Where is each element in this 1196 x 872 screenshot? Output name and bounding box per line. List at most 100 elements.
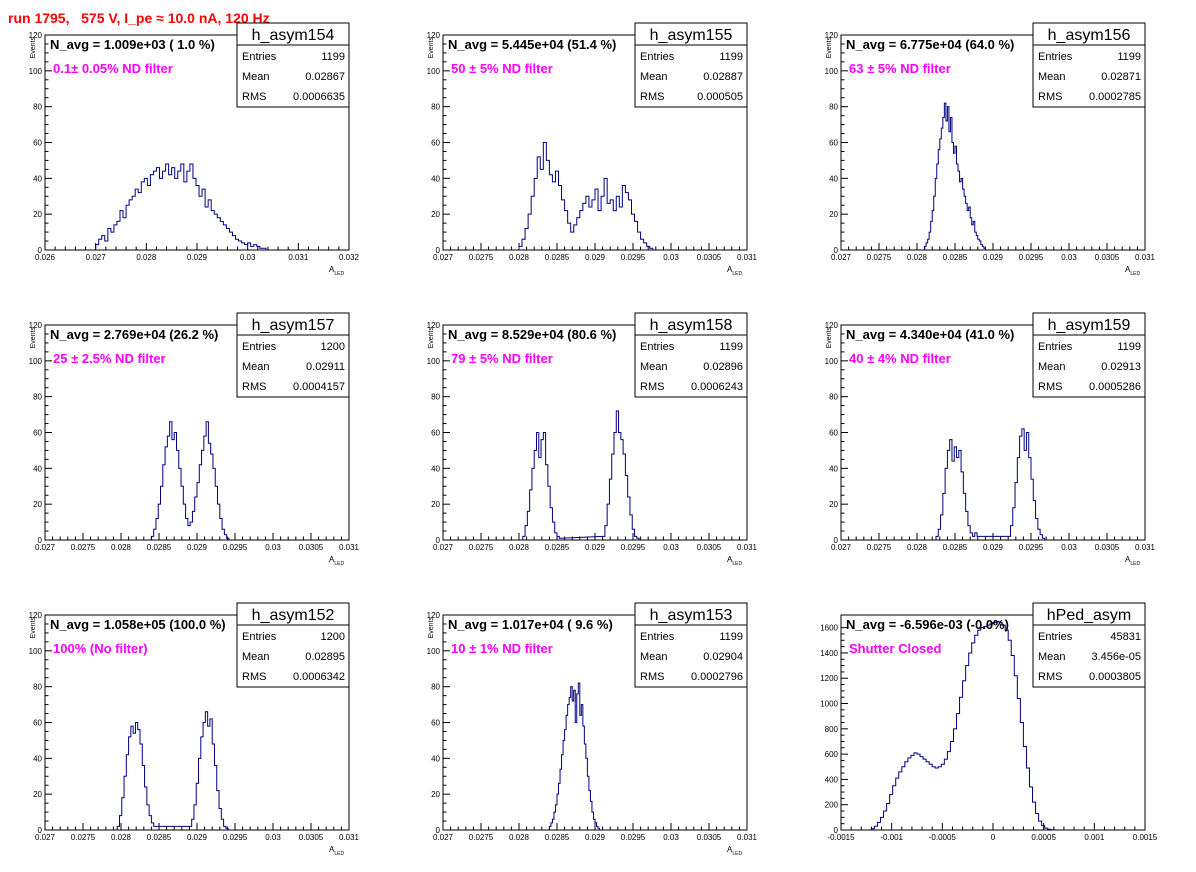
- x-tick-label: 0.0305: [697, 833, 722, 842]
- filter-label: 40 ± 4% ND filter: [849, 351, 951, 366]
- navg-label: N_avg = 6.775e+04 (64.0 %): [846, 37, 1014, 52]
- x-tick-label: 0.0275: [71, 833, 96, 842]
- stats-label: Mean: [1038, 651, 1066, 663]
- histogram-bars: [522, 410, 640, 540]
- y-axis-label: Events: [826, 37, 833, 59]
- x-tick-label: 0.0285: [943, 543, 968, 552]
- stats-value: 0.0006635: [293, 91, 345, 103]
- y-tick-label: 0: [436, 536, 441, 545]
- stats-label: Entries: [640, 341, 675, 353]
- stats-title: h_asym159: [1048, 317, 1131, 334]
- stats-value: 0.02871: [1101, 71, 1141, 83]
- x-tick-label: 0.0305: [299, 833, 324, 842]
- stats-label: RMS: [1038, 671, 1062, 683]
- y-tick-label: 60: [431, 429, 440, 438]
- histogram-bars: [95, 163, 267, 250]
- x-tick-label: 0.028: [111, 543, 132, 552]
- y-tick-label: 1000: [820, 700, 838, 709]
- x-tick-label: 0.031: [1135, 543, 1156, 552]
- stats-label: Mean: [640, 651, 668, 663]
- navg-label: N_avg = 4.340e+04 (41.0 %): [846, 327, 1014, 342]
- stats-value: 0.02904: [703, 651, 743, 663]
- histogram-panel-h_asym153: 0.027 0.0275 0.028 0.0285 0.029 0.0295 0.03 0.0…: [427, 602, 758, 857]
- stats-value: 0.02887: [703, 71, 743, 83]
- y-tick-label: 0: [436, 246, 441, 255]
- stats-value: 0.02913: [1101, 361, 1141, 373]
- x-tick-label: 0.03: [265, 833, 281, 842]
- stats-title: h_asym156: [1048, 27, 1131, 44]
- stats-value: 0.0002796: [691, 671, 743, 683]
- y-tick-label: 80: [431, 683, 440, 692]
- x-axis-label: ALED: [329, 555, 344, 567]
- y-tick-label: 100: [427, 357, 441, 366]
- histogram-bars: [870, 620, 1055, 831]
- x-tick-label: 0.0275: [469, 833, 494, 842]
- x-tick-label: 0.0305: [697, 253, 722, 262]
- x-axis-label-subscript: LED: [732, 561, 742, 567]
- stats-label: RMS: [1038, 381, 1062, 393]
- stats-title: hPed_asym: [1047, 607, 1132, 624]
- x-axis-label-subscript: LED: [334, 851, 344, 857]
- stats-title: h_asym154: [252, 27, 335, 44]
- x-axis-label-subscript: LED: [1130, 561, 1140, 567]
- x-tick-label: 0.029: [983, 543, 1004, 552]
- stats-box: [236, 22, 350, 108]
- x-axis-label: ALED: [329, 845, 344, 857]
- stats-title: h_asym153: [650, 607, 733, 624]
- stats-label: Entries: [1038, 51, 1073, 63]
- x-tick-label: 0.0295: [1019, 543, 1044, 552]
- stats-label: Mean: [242, 361, 270, 373]
- stats-value: 1199: [1117, 341, 1141, 353]
- stats-label: Entries: [1038, 341, 1073, 353]
- stats-box: [1032, 312, 1146, 398]
- x-tick-label: 0.028: [509, 543, 530, 552]
- x-tick-label: 0.03: [265, 543, 281, 552]
- x-tick-label: 0.0305: [1095, 253, 1120, 262]
- histogram-panel-h_asym152: 0.027 0.0275 0.028 0.0285 0.029 0.0295 0.03 0.0…: [29, 602, 360, 857]
- x-tick-label: 0: [991, 833, 996, 842]
- x-tick-label: 0.0295: [223, 543, 248, 552]
- histogram-panel-h_asym157: 0.027 0.0275 0.028 0.0285 0.029 0.0295 0.03 0.0…: [29, 312, 360, 567]
- y-tick-label: 20: [431, 500, 440, 509]
- stats-title: h_asym155: [650, 27, 733, 44]
- y-tick-label: 120: [29, 31, 43, 40]
- x-tick-label: 0.0275: [469, 253, 494, 262]
- filter-label: 100% (No filter): [53, 641, 148, 656]
- y-tick-label: 20: [431, 210, 440, 219]
- x-tick-label: 0.0295: [1019, 253, 1044, 262]
- y-tick-label: 120: [825, 321, 839, 330]
- stats-label: Entries: [640, 51, 675, 63]
- stats-label: RMS: [242, 671, 266, 683]
- x-tick-label: 0.028: [907, 543, 928, 552]
- navg-label: N_avg = 1.017e+04 ( 9.6 %): [448, 617, 613, 632]
- x-axis-label: ALED: [1125, 265, 1140, 277]
- y-tick-label: 20: [33, 500, 42, 509]
- x-tick-label: 0.0305: [1095, 543, 1120, 552]
- y-tick-label: 40: [33, 464, 42, 473]
- x-tick-label: 0.0285: [943, 253, 968, 262]
- x-axis-label-subscript: LED: [732, 851, 742, 857]
- x-tick-label: 0.029: [983, 253, 1004, 262]
- y-tick-label: 0: [834, 826, 839, 835]
- x-tick-label: 0.031: [339, 543, 360, 552]
- y-tick-label: 60: [431, 139, 440, 148]
- stats-box: [236, 602, 350, 688]
- stats-value: 1199: [719, 631, 743, 643]
- x-axis-label-subscript: LED: [1130, 271, 1140, 277]
- histogram-bars: [924, 102, 986, 250]
- stats-title: h_asym158: [650, 317, 733, 334]
- stats-value: 45831: [1110, 631, 1141, 643]
- y-tick-label: 100: [427, 67, 441, 76]
- histogram-bars: [935, 428, 1046, 540]
- stats-label: Mean: [242, 71, 270, 83]
- x-tick-label: 0.027: [86, 253, 107, 262]
- page-title: run 1795, 575 V, I_pe ≈ 10.0 nA, 120 Hz: [8, 10, 270, 26]
- y-tick-label: 60: [829, 429, 838, 438]
- y-tick-label: 1400: [820, 649, 838, 658]
- x-axis-label-subscript: LED: [334, 271, 344, 277]
- x-tick-label: -0.0005: [929, 833, 957, 842]
- x-tick-label: 0.028: [509, 833, 530, 842]
- stats-value: 0.0002785: [1089, 91, 1141, 103]
- filter-label: Shutter Closed: [849, 641, 942, 656]
